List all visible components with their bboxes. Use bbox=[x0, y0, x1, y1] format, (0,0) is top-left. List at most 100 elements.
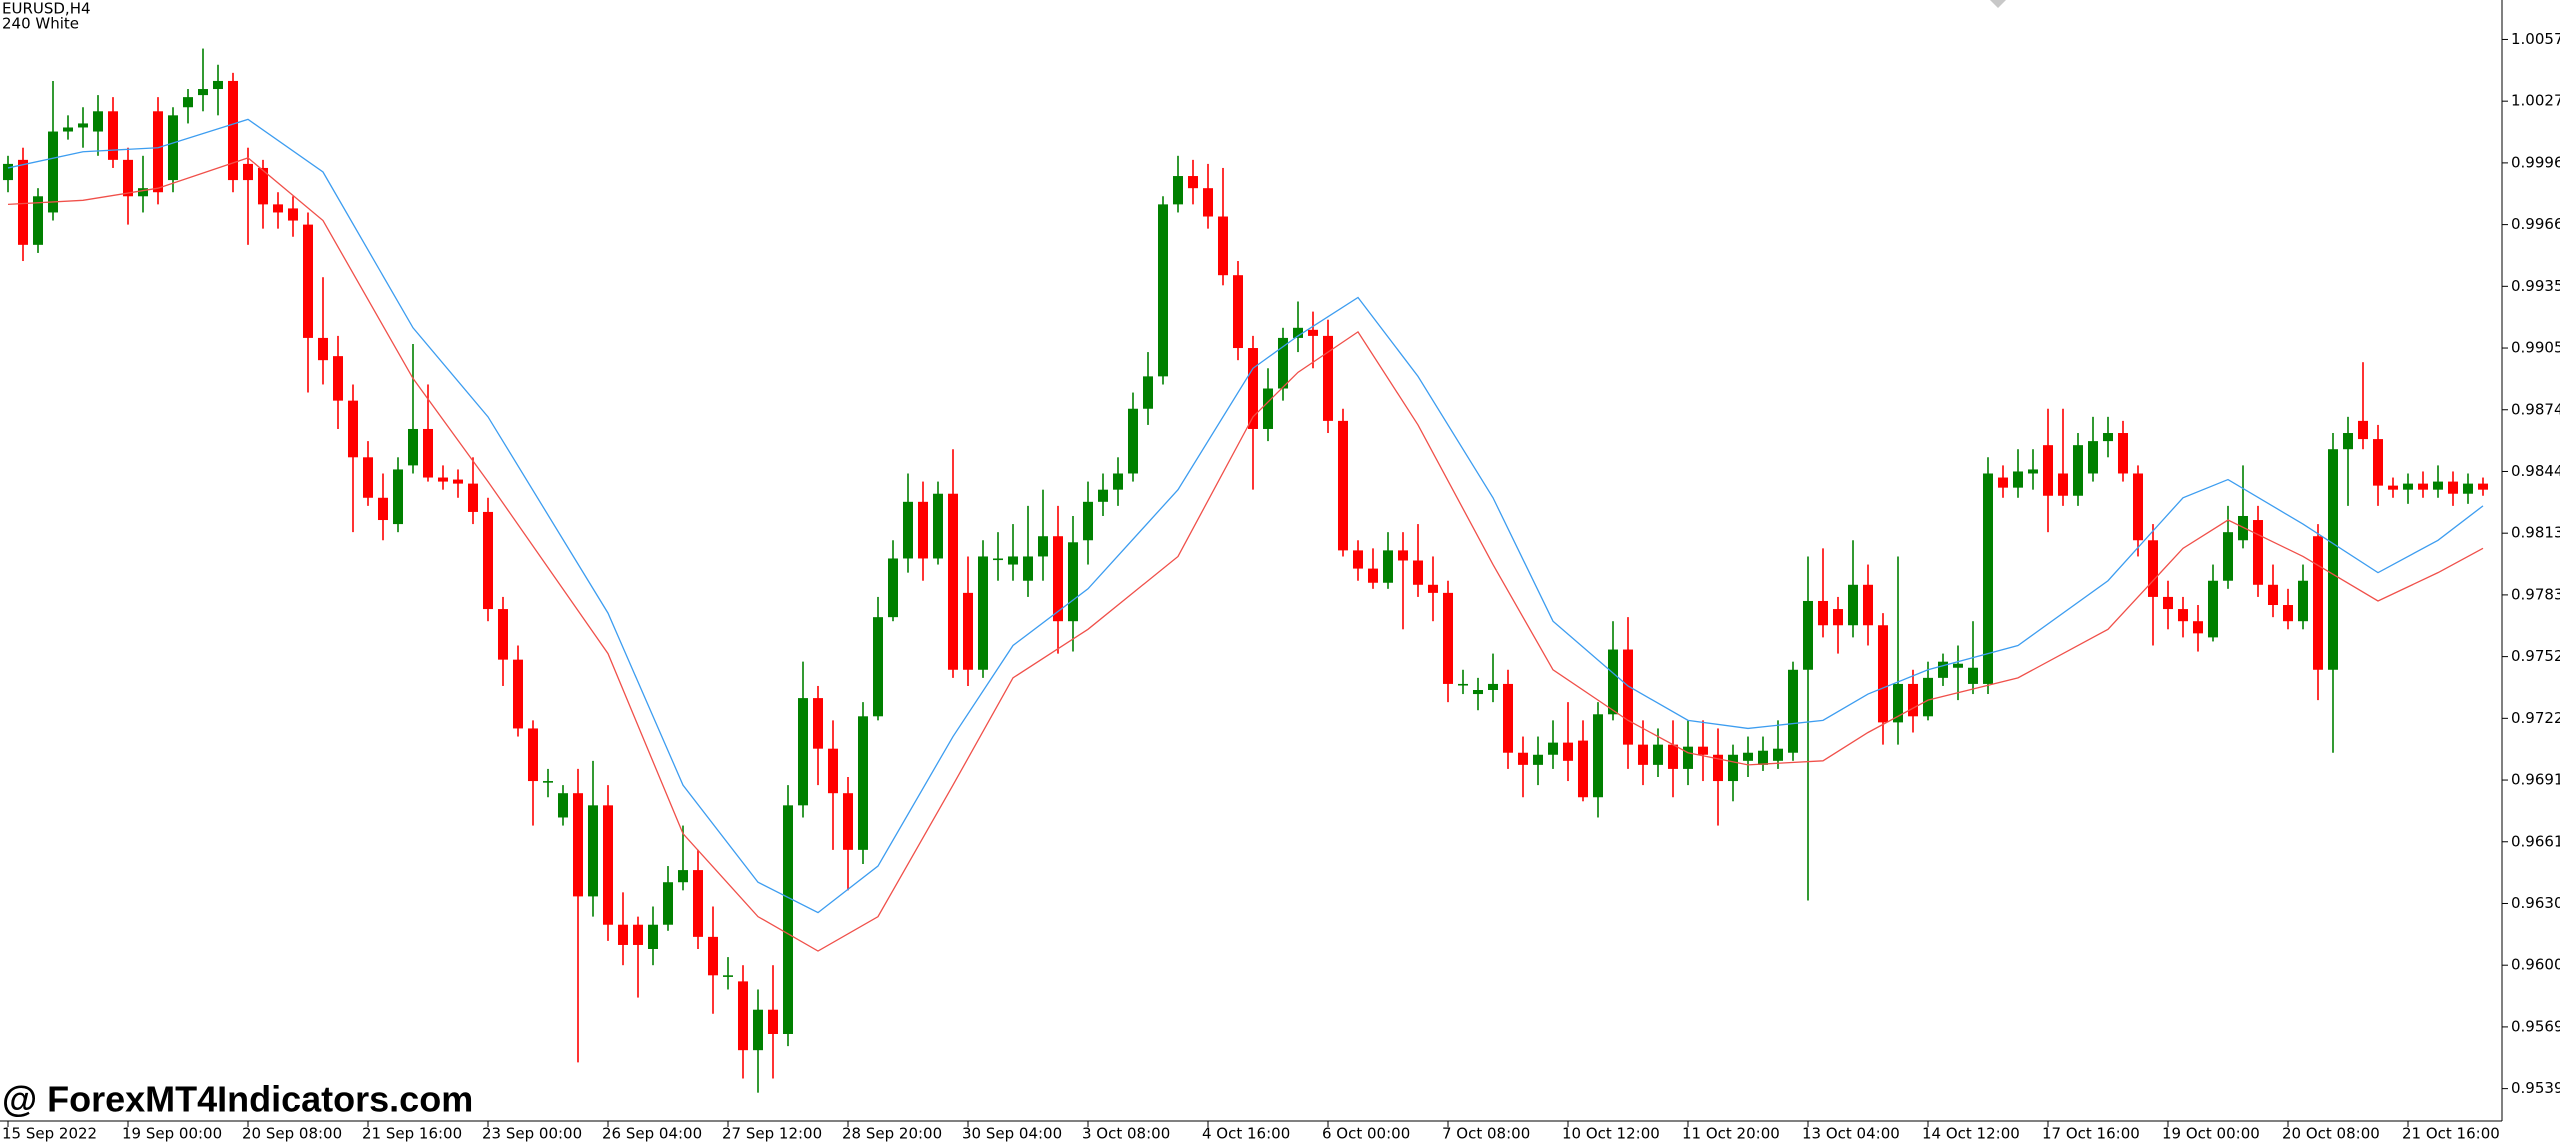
candle-body bbox=[1728, 754, 1738, 782]
candle-body bbox=[783, 805, 793, 1034]
candle-body bbox=[738, 981, 748, 1051]
y-tick-label: 1.00575 bbox=[2511, 30, 2560, 48]
candle-body bbox=[618, 924, 628, 945]
candle-body bbox=[2058, 473, 2068, 496]
y-tick-label: 0.98135 bbox=[2511, 524, 2560, 542]
x-tick-label: 13 Oct 04:00 bbox=[1802, 1125, 1900, 1143]
y-tick-label: 0.98745 bbox=[2511, 400, 2560, 418]
y-tick-label: 0.96915 bbox=[2511, 771, 2560, 789]
marker-icon bbox=[1990, 0, 2006, 8]
candle-body bbox=[918, 501, 928, 559]
candle-body bbox=[423, 428, 433, 478]
candle-body bbox=[2118, 433, 2128, 474]
candle-body bbox=[2028, 469, 2038, 474]
candle-body bbox=[588, 805, 598, 897]
candle-body bbox=[2088, 441, 2098, 474]
x-tick-label: 11 Oct 20:00 bbox=[1682, 1125, 1780, 1143]
candle-body bbox=[2268, 584, 2278, 606]
candle-body bbox=[363, 457, 373, 498]
candle-body bbox=[258, 167, 268, 205]
candle-body bbox=[18, 159, 28, 245]
moving-average bbox=[7, 118, 2484, 914]
candle-body bbox=[753, 1009, 763, 1051]
x-tick-label: 19 Oct 00:00 bbox=[2162, 1125, 2260, 1143]
candle-body bbox=[1743, 752, 1753, 761]
candle-body bbox=[888, 558, 898, 618]
candle-body bbox=[1458, 683, 1468, 686]
candle-body bbox=[993, 558, 1003, 561]
candle-body bbox=[63, 127, 73, 132]
candle-body bbox=[1788, 669, 1798, 753]
candle-body bbox=[573, 793, 583, 897]
candle-body bbox=[1833, 609, 1843, 626]
candle-body bbox=[1608, 649, 1618, 715]
candle-body bbox=[2388, 485, 2398, 490]
candle-body bbox=[1968, 667, 1978, 684]
candle-body bbox=[948, 493, 958, 670]
x-tick-label: 15 Sep 2022 bbox=[2, 1125, 97, 1143]
candle-body bbox=[2178, 609, 2188, 622]
candle-body bbox=[708, 936, 718, 976]
candle-body bbox=[1923, 677, 1933, 717]
candle-body bbox=[2193, 621, 2203, 634]
candle-body bbox=[33, 196, 43, 245]
candle-body bbox=[1128, 408, 1138, 474]
x-tick-label: 3 Oct 08:00 bbox=[1082, 1125, 1170, 1143]
candle-body bbox=[1653, 744, 1663, 765]
candle-body bbox=[1248, 348, 1258, 429]
candle-body bbox=[2238, 515, 2248, 541]
candle-body bbox=[1893, 683, 1903, 723]
candle-body bbox=[1908, 683, 1918, 717]
candle-body bbox=[1863, 584, 1873, 626]
candle-body bbox=[768, 1009, 778, 1034]
x-tick-label: 20 Oct 08:00 bbox=[2282, 1125, 2380, 1143]
candle-body bbox=[1938, 661, 1948, 678]
x-tick-label: 21 Oct 16:00 bbox=[2402, 1125, 2500, 1143]
x-tick-label: 26 Sep 04:00 bbox=[602, 1125, 702, 1143]
candle-body bbox=[1488, 683, 1498, 691]
y-tick-label: 0.95390 bbox=[2511, 1079, 2560, 1097]
x-tick-label: 21 Sep 16:00 bbox=[362, 1125, 462, 1143]
candle-body bbox=[813, 698, 823, 749]
candle-body bbox=[1773, 748, 1783, 761]
candle-body bbox=[138, 188, 148, 197]
candle-body bbox=[2043, 445, 2053, 496]
candle-body bbox=[2013, 471, 2023, 488]
candle-body bbox=[2223, 532, 2233, 581]
candle-body bbox=[1518, 752, 1528, 765]
candle-body bbox=[213, 80, 223, 90]
candle-body bbox=[1218, 216, 1228, 276]
y-tick-label: 0.99355 bbox=[2511, 277, 2560, 295]
candle-body bbox=[2313, 536, 2323, 670]
candle-body bbox=[1803, 600, 1813, 670]
candle-body bbox=[198, 89, 208, 96]
candle-body bbox=[2418, 483, 2428, 490]
candle-body bbox=[498, 609, 508, 660]
y-tick-label: 0.96305 bbox=[2511, 894, 2560, 912]
y-tick-label: 0.95695 bbox=[2511, 1017, 2560, 1035]
candle-body bbox=[348, 400, 358, 458]
candle-body bbox=[2253, 520, 2263, 585]
moving-average bbox=[7, 157, 2484, 952]
candle-body bbox=[1623, 649, 1633, 745]
candle-body bbox=[408, 428, 418, 466]
candle-body bbox=[633, 924, 643, 945]
x-tick-label: 30 Sep 04:00 bbox=[962, 1125, 1062, 1143]
candle-body bbox=[2478, 483, 2488, 490]
candle-body bbox=[1308, 329, 1318, 336]
candle-body bbox=[288, 208, 298, 221]
candle-body bbox=[1428, 584, 1438, 593]
candle-body bbox=[1188, 176, 1198, 189]
candle-body bbox=[1143, 376, 1153, 409]
candle-body bbox=[1173, 176, 1183, 205]
candle-body bbox=[2208, 580, 2218, 638]
candle-body bbox=[123, 159, 133, 197]
candle-body bbox=[483, 511, 493, 610]
candle-body bbox=[1368, 568, 1378, 583]
x-tick-label: 7 Oct 08:00 bbox=[1442, 1125, 1530, 1143]
